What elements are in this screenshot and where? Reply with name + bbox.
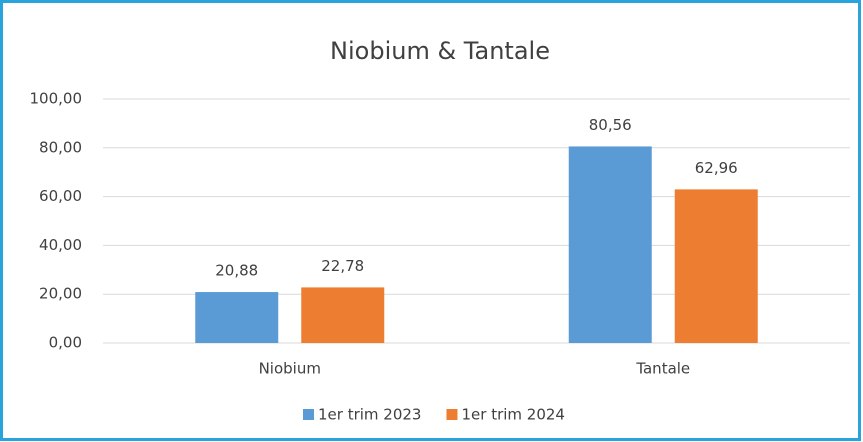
data-label: 22,78 [321, 257, 364, 275]
y-tick-label: 40,00 [39, 236, 82, 254]
bar [674, 189, 758, 343]
y-tick-label: 0,00 [49, 334, 82, 352]
data-label: 20,88 [215, 262, 258, 280]
legend-swatch [446, 409, 458, 420]
y-tick-label: 20,00 [39, 285, 82, 303]
data-label: 80,56 [589, 116, 632, 134]
x-tick-label: Niobium [259, 360, 321, 378]
chart-title: Niobium & Tantale [330, 37, 550, 65]
y-tick-label: 80,00 [39, 138, 82, 156]
data-label: 62,96 [695, 159, 738, 177]
bar [301, 287, 385, 343]
y-tick-label: 60,00 [39, 187, 82, 205]
legend-label: 1er trim 2023 [318, 406, 421, 424]
legend-label: 1er trim 2024 [461, 406, 564, 424]
y-tick-label: 100,00 [30, 90, 83, 108]
bar [195, 292, 279, 343]
x-tick-label: Tantale [635, 360, 690, 378]
legend-swatch [303, 409, 314, 420]
bar [568, 146, 652, 343]
